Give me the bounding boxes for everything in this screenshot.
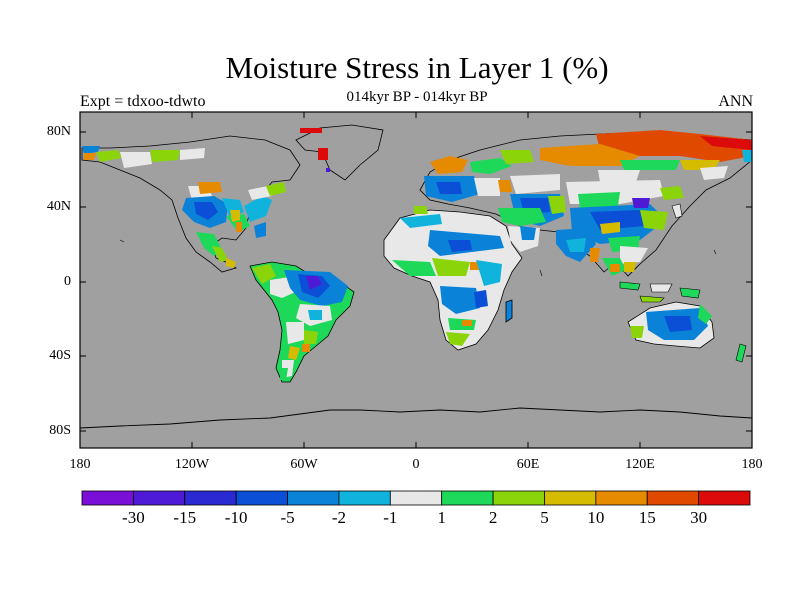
antarctica-outline: [79, 407, 753, 429]
colorbar-label: -10: [224, 508, 248, 527]
lon-label-0: 0: [412, 457, 420, 472]
lon-label-120e: 120E: [625, 457, 655, 472]
colorbar-box: [132, 490, 186, 506]
lon-ticks: [191, 112, 641, 448]
colorbar-label: 5: [540, 508, 549, 527]
plot-title: Moisture Stress in Layer 1 (%): [225, 50, 609, 85]
colorbar-label: -15: [173, 508, 197, 527]
land-field: [79, 124, 753, 429]
colorbar-box: [389, 490, 443, 506]
lat-label-80n: 80N: [46, 124, 71, 139]
colorbar-box: [184, 490, 237, 506]
colorbar-label: -2: [331, 508, 346, 527]
colorbar-box: [338, 490, 391, 506]
colorbar-box: [81, 490, 134, 506]
colorbar-box: [287, 490, 340, 506]
colorbar-box: [441, 490, 494, 506]
lat-label-40s: 40S: [49, 348, 71, 363]
lat-label-80s: 80S: [49, 423, 71, 438]
lat-label-0: 0: [64, 274, 71, 289]
colorbar-box: [595, 490, 648, 506]
colorbar-label: -5: [280, 508, 295, 527]
colorbar-label: -1: [383, 508, 398, 527]
colorbar-label: 2: [488, 508, 498, 527]
colorbar-label: 10: [587, 508, 605, 527]
colorbar-box: [235, 490, 288, 506]
greenland: [295, 124, 384, 181]
experiment-label: Expt = tdxoo-tdwto: [80, 93, 206, 110]
lon-label-120w: 120W: [174, 457, 210, 472]
colorbar-label: 30: [690, 508, 708, 527]
colorbar-box: [646, 490, 700, 506]
colorbar-label: 15: [638, 508, 656, 527]
season-label: ANN: [718, 93, 753, 110]
lon-label-180w: 180: [69, 457, 91, 472]
colorbar-box: [492, 490, 545, 506]
colorbar-label: -30: [122, 508, 145, 527]
lat-label-40n: 40N: [46, 199, 71, 214]
lat-ticks: [80, 131, 752, 432]
colorbar: [81, 490, 751, 506]
lon-label-180e: 180: [741, 457, 763, 472]
colorbar-label: 1: [437, 508, 446, 527]
lon-label-60w: 60W: [290, 457, 318, 472]
colorbar-box: [698, 490, 751, 506]
lon-label-60e: 60E: [516, 457, 540, 472]
colorbar-box: [544, 490, 597, 506]
plot-subtitle: 014kyr BP - 014kyr BP: [346, 89, 488, 105]
